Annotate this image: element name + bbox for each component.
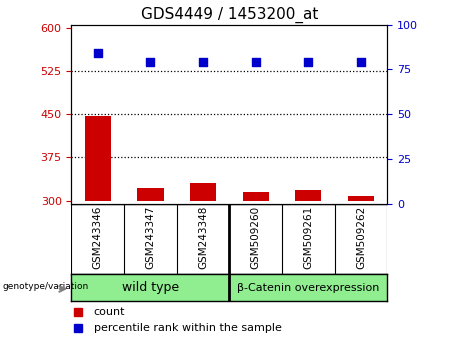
Bar <box>137 188 164 201</box>
Text: GSM243346: GSM243346 <box>93 206 103 269</box>
Text: GSM509260: GSM509260 <box>251 206 260 269</box>
Text: percentile rank within the sample: percentile rank within the sample <box>94 323 281 333</box>
Point <box>252 59 260 65</box>
Text: GSM243347: GSM243347 <box>145 206 155 269</box>
Point <box>94 51 101 56</box>
Bar <box>348 196 374 201</box>
Text: β-Catenin overexpression: β-Catenin overexpression <box>237 282 379 293</box>
Text: wild type: wild type <box>122 281 179 294</box>
Text: genotype/variation: genotype/variation <box>2 282 89 291</box>
Point <box>147 59 154 65</box>
Point <box>199 59 207 65</box>
Text: GSM243348: GSM243348 <box>198 206 208 269</box>
Point <box>357 59 365 65</box>
Bar <box>242 192 269 201</box>
Bar <box>190 183 216 201</box>
Bar <box>85 116 111 201</box>
Title: GDS4449 / 1453200_at: GDS4449 / 1453200_at <box>141 7 318 23</box>
Bar <box>295 190 321 201</box>
Text: GSM509261: GSM509261 <box>303 206 313 269</box>
Text: count: count <box>94 307 125 318</box>
Point <box>305 59 312 65</box>
Text: GSM509262: GSM509262 <box>356 206 366 269</box>
